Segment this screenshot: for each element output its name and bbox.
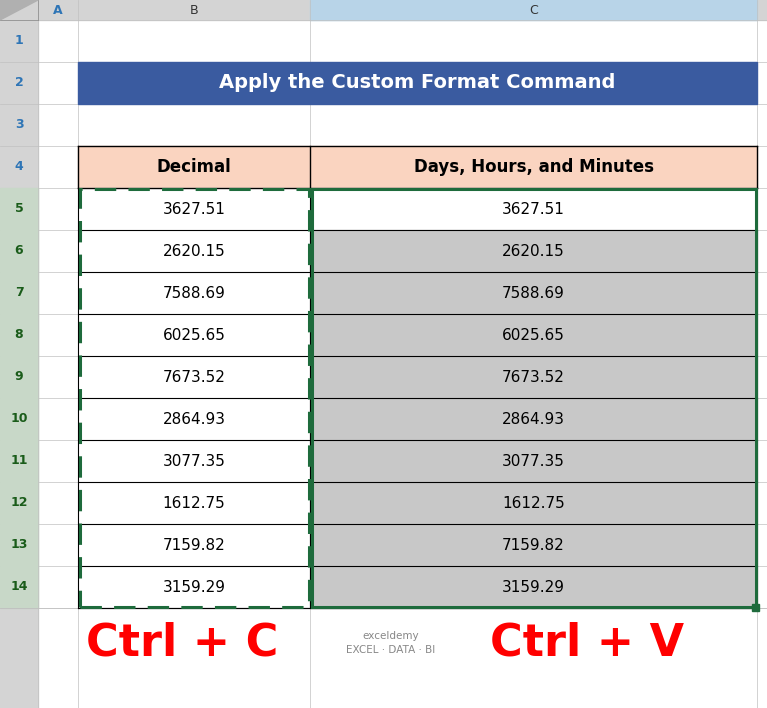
Bar <box>78 524 310 566</box>
Bar <box>310 524 757 566</box>
Text: 7588.69: 7588.69 <box>502 285 565 300</box>
Bar <box>0 440 38 482</box>
Bar <box>0 482 38 524</box>
Bar <box>310 272 757 314</box>
Text: 2: 2 <box>15 76 23 89</box>
Text: 5: 5 <box>15 202 23 215</box>
Text: 2864.93: 2864.93 <box>502 411 565 426</box>
Bar <box>310 146 757 188</box>
Bar <box>310 230 757 272</box>
Text: 1612.75: 1612.75 <box>502 496 565 510</box>
Bar <box>0 314 38 356</box>
Text: 4: 4 <box>15 161 23 173</box>
Bar <box>752 603 759 610</box>
Bar <box>0 524 38 566</box>
Bar <box>0 398 38 440</box>
Text: 6: 6 <box>15 244 23 258</box>
Text: 11: 11 <box>10 455 28 467</box>
Text: 7159.82: 7159.82 <box>502 537 565 552</box>
Text: 7673.52: 7673.52 <box>502 370 565 384</box>
Bar <box>78 272 310 314</box>
Text: Days, Hours, and Minutes: Days, Hours, and Minutes <box>413 158 653 176</box>
Text: 6025.65: 6025.65 <box>502 328 565 343</box>
Text: Ctrl + V: Ctrl + V <box>490 622 684 665</box>
Text: 3077.35: 3077.35 <box>163 454 225 469</box>
Text: 7588.69: 7588.69 <box>163 285 225 300</box>
Text: 14: 14 <box>10 581 28 593</box>
Text: 3077.35: 3077.35 <box>502 454 565 469</box>
Bar <box>78 146 310 188</box>
Text: 3159.29: 3159.29 <box>502 580 565 595</box>
Bar <box>310 314 757 356</box>
Text: 3: 3 <box>15 118 23 132</box>
Bar <box>78 62 757 104</box>
Bar <box>0 230 38 272</box>
Bar <box>310 356 757 398</box>
Bar <box>78 440 310 482</box>
Bar <box>310 188 757 230</box>
Bar <box>78 188 310 230</box>
Bar <box>310 398 757 440</box>
Text: exceldemy
EXCEL · DATA · BI: exceldemy EXCEL · DATA · BI <box>346 632 435 655</box>
Text: Decimal: Decimal <box>156 158 232 176</box>
Bar <box>0 272 38 314</box>
Text: 12: 12 <box>10 496 28 510</box>
Text: 6025.65: 6025.65 <box>163 328 225 343</box>
Bar <box>78 566 310 608</box>
Bar <box>78 356 310 398</box>
Text: C: C <box>529 4 538 16</box>
Bar <box>0 356 38 398</box>
Bar <box>0 566 38 608</box>
Bar <box>78 230 310 272</box>
Polygon shape <box>0 0 38 20</box>
Bar <box>78 314 310 356</box>
Text: 1612.75: 1612.75 <box>163 496 225 510</box>
Text: 3627.51: 3627.51 <box>502 202 565 217</box>
Bar <box>310 440 757 482</box>
Text: 9: 9 <box>15 370 23 384</box>
Bar <box>310 566 757 608</box>
Text: 2620.15: 2620.15 <box>502 244 565 258</box>
Text: 1: 1 <box>15 35 23 47</box>
Bar <box>310 0 757 20</box>
Text: 10: 10 <box>10 413 28 426</box>
Bar <box>78 398 310 440</box>
Bar <box>0 188 38 230</box>
Bar <box>0 0 767 20</box>
Text: A: A <box>53 4 63 16</box>
Text: 7159.82: 7159.82 <box>163 537 225 552</box>
Text: 8: 8 <box>15 329 23 341</box>
Bar <box>78 482 310 524</box>
Bar <box>80 189 308 607</box>
Text: 7673.52: 7673.52 <box>163 370 225 384</box>
Text: Ctrl + C: Ctrl + C <box>86 622 278 665</box>
Text: 3159.29: 3159.29 <box>163 580 225 595</box>
Text: 2864.93: 2864.93 <box>163 411 225 426</box>
Bar <box>0 20 38 708</box>
Text: 7: 7 <box>15 287 23 299</box>
Bar <box>311 189 755 607</box>
Text: 2620.15: 2620.15 <box>163 244 225 258</box>
Text: B: B <box>189 4 199 16</box>
Text: Apply the Custom Format Command: Apply the Custom Format Command <box>219 74 616 93</box>
Text: 13: 13 <box>10 539 28 552</box>
Bar <box>310 482 757 524</box>
Text: 3627.51: 3627.51 <box>163 202 225 217</box>
